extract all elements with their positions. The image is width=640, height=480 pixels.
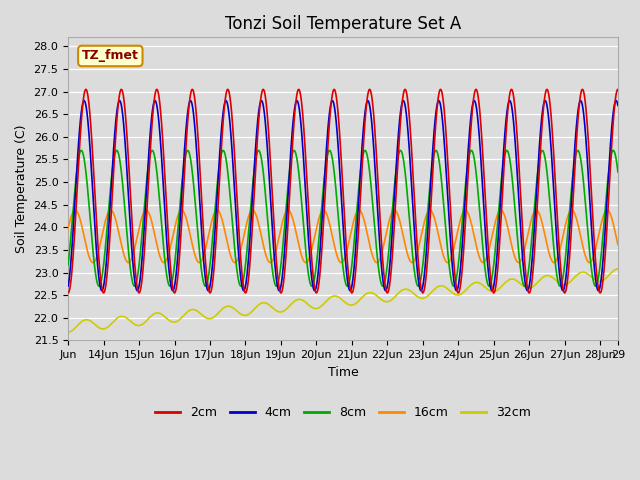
Line: 16cm: 16cm xyxy=(68,210,618,263)
16cm xyxy=(406,258,414,264)
8cm xyxy=(562,250,570,255)
2cm xyxy=(64,290,72,296)
2cm xyxy=(562,288,570,294)
4cm xyxy=(562,275,570,280)
16cm xyxy=(562,220,570,226)
Y-axis label: Soil Temperature (C): Soil Temperature (C) xyxy=(15,125,28,253)
16cm xyxy=(614,241,621,247)
16cm xyxy=(64,226,72,231)
2cm xyxy=(614,87,621,93)
4cm xyxy=(397,108,404,114)
8cm xyxy=(406,227,414,233)
Line: 32cm: 32cm xyxy=(68,269,618,332)
32cm xyxy=(182,311,189,316)
16cm xyxy=(355,207,363,213)
2cm xyxy=(218,140,225,146)
16cm xyxy=(550,260,558,265)
2cm xyxy=(397,118,404,124)
Line: 2cm: 2cm xyxy=(68,89,618,293)
32cm xyxy=(64,329,72,335)
4cm xyxy=(614,102,621,108)
4cm xyxy=(541,98,549,104)
Text: TZ_fmet: TZ_fmet xyxy=(82,49,139,62)
32cm xyxy=(562,282,570,288)
4cm xyxy=(169,288,177,294)
Legend: 2cm, 4cm, 8cm, 16cm, 32cm: 2cm, 4cm, 8cm, 16cm, 32cm xyxy=(150,401,536,424)
32cm xyxy=(614,266,621,272)
4cm xyxy=(614,102,621,108)
X-axis label: Time: Time xyxy=(328,366,358,379)
4cm xyxy=(406,162,414,168)
8cm xyxy=(397,147,404,153)
32cm xyxy=(406,288,414,294)
8cm xyxy=(614,169,621,175)
32cm xyxy=(218,307,225,312)
8cm xyxy=(218,149,226,155)
2cm xyxy=(182,144,189,150)
2cm xyxy=(406,125,414,131)
4cm xyxy=(182,126,190,132)
8cm xyxy=(64,262,72,268)
16cm xyxy=(614,241,621,247)
8cm xyxy=(468,147,476,153)
4cm xyxy=(64,283,72,289)
32cm xyxy=(397,288,404,294)
Line: 8cm: 8cm xyxy=(68,150,618,286)
4cm xyxy=(218,122,226,128)
16cm xyxy=(218,216,225,221)
16cm xyxy=(182,215,189,220)
8cm xyxy=(614,168,621,173)
32cm xyxy=(614,266,621,272)
8cm xyxy=(95,283,103,289)
8cm xyxy=(182,150,190,156)
Title: Tonzi Soil Temperature Set A: Tonzi Soil Temperature Set A xyxy=(225,15,461,33)
2cm xyxy=(614,86,621,92)
16cm xyxy=(397,222,404,228)
Line: 4cm: 4cm xyxy=(68,101,618,291)
